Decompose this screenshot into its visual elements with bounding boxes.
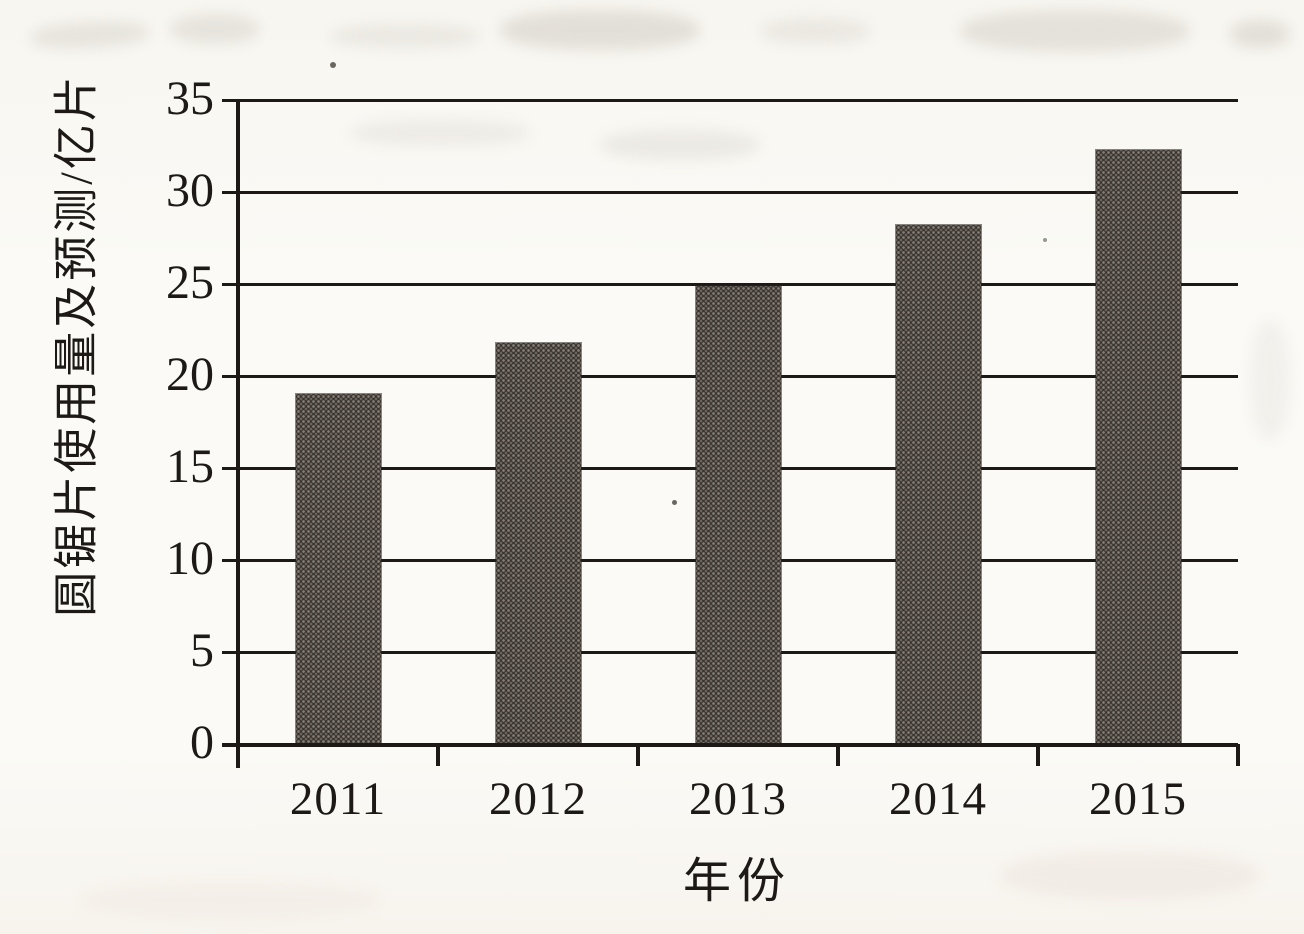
scan-bleed-artifact: [170, 14, 260, 44]
x-axis-title: 年份: [682, 855, 792, 908]
y-axis-line: [236, 99, 240, 768]
scan-bleed-artifact: [960, 10, 1190, 52]
x-axis-tick-5: [1236, 744, 1240, 766]
x-axis-tick-3: [836, 744, 840, 766]
x-tick-label-2015: 2015: [1089, 773, 1187, 825]
bar-2013: [695, 285, 781, 744]
scan-bleed-artifact: [500, 10, 700, 50]
y-tick-label-0: 0: [190, 716, 214, 770]
bar-2012: [495, 342, 581, 744]
gridline-y-0: [222, 742, 1238, 747]
scan-bleed-artifact: [1230, 20, 1290, 48]
scan-speck-artifact: [330, 62, 336, 68]
x-axis-tick-2: [636, 744, 640, 766]
scan-bleed-artifact: [330, 24, 480, 48]
bar-2015: [1095, 149, 1181, 744]
plot-area: 0 5 10 15 20 25 30 35 2011 2012 2013 2014 2015: [166, 75, 1240, 823]
y-axis-title: 圆锯片使用量及预测/亿片: [51, 73, 102, 617]
bar-2014: [895, 225, 981, 744]
scan-bleed-artifact: [1250, 320, 1290, 440]
x-tick-label-2012: 2012: [489, 773, 587, 825]
scan-speck-artifact: [1043, 238, 1047, 242]
gridline-y-30: [222, 190, 1238, 194]
x-axis-tick-1: [436, 744, 440, 766]
gridline-y-35: [222, 98, 1238, 102]
gridline-y-25: [222, 282, 1238, 286]
x-axis-tick-4: [1036, 744, 1040, 766]
x-tick-label-2013: 2013: [689, 773, 787, 825]
scan-bleed-artifact: [80, 880, 380, 920]
scan-bleed-artifact: [1000, 850, 1260, 900]
y-tick-label-35: 35: [166, 72, 214, 126]
y-tick-label-5: 5: [190, 624, 214, 678]
scan-speck-artifact: [672, 500, 677, 505]
y-tick-label-30: 30: [166, 164, 214, 218]
x-tick-label-2014: 2014: [889, 773, 987, 825]
y-tick-label-25: 25: [166, 256, 214, 310]
x-axis-tick-0: [236, 744, 240, 766]
y-tick-label-15: 15: [166, 440, 214, 494]
y-tick-label-10: 10: [166, 532, 214, 586]
bar-2011: [295, 394, 381, 744]
y-tick-label-20: 20: [166, 348, 214, 402]
scan-bleed-artifact: [760, 18, 870, 44]
scan-bleed-artifact: [29, 18, 151, 52]
x-tick-label-2011: 2011: [289, 773, 387, 825]
